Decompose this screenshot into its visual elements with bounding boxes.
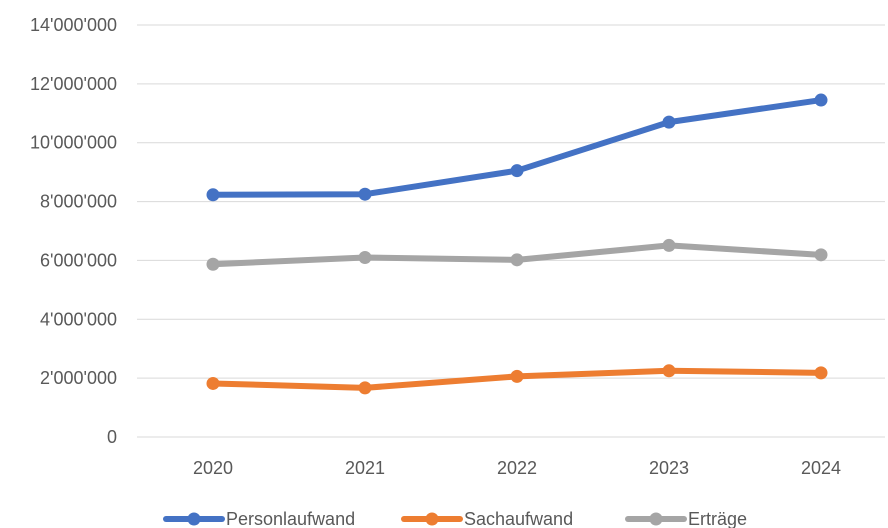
data-point xyxy=(814,93,828,107)
legend-item: Erträge xyxy=(625,509,747,528)
x-tick-label: 2021 xyxy=(345,458,385,478)
legend-swatch-marker xyxy=(187,512,201,526)
y-tick-label: 12'000'000 xyxy=(30,74,117,94)
data-point xyxy=(662,364,676,378)
legend-label: Erträge xyxy=(688,509,747,528)
data-point xyxy=(662,238,676,252)
y-tick-label: 8'000'000 xyxy=(40,192,117,212)
x-tick-label: 2020 xyxy=(193,458,233,478)
legend-swatch-marker xyxy=(425,512,439,526)
y-tick-label: 0 xyxy=(107,427,117,447)
y-axis-tick-labels: 0 2'000'000 4'000'000 6'000'000 8'000'000 10'… xyxy=(30,15,117,447)
x-axis-tick-labels: 2020 2021 2022 2023 2024 xyxy=(193,458,841,478)
data-point xyxy=(510,164,524,178)
data-point xyxy=(510,369,524,383)
data-point xyxy=(814,248,828,262)
legend-label: Sachaufwand xyxy=(464,509,573,528)
y-tick-label: 10'000'000 xyxy=(30,133,117,153)
series-personlaufwand xyxy=(206,93,828,202)
series-sachaufwand xyxy=(206,364,828,395)
series-line xyxy=(210,97,824,198)
x-tick-label: 2022 xyxy=(497,458,537,478)
y-tick-label: 2'000'000 xyxy=(40,368,117,388)
series-erträge xyxy=(206,238,828,271)
legend-item: Personlaufwand xyxy=(163,509,355,528)
legend-swatch-marker xyxy=(649,512,663,526)
y-tick-label: 4'000'000 xyxy=(40,309,117,329)
data-point xyxy=(206,376,220,390)
legend: Personlaufwand Sachaufwand Erträge xyxy=(163,509,747,528)
y-tick-label: 6'000'000 xyxy=(40,250,117,270)
legend-item: Sachaufwand xyxy=(401,509,573,528)
data-point xyxy=(358,187,372,201)
data-point xyxy=(358,250,372,264)
data-point xyxy=(206,257,220,271)
data-point xyxy=(358,381,372,395)
data-point xyxy=(206,188,220,202)
x-tick-label: 2024 xyxy=(801,458,841,478)
data-point xyxy=(510,253,524,267)
legend-label: Personlaufwand xyxy=(226,509,355,528)
data-point xyxy=(662,115,676,129)
data-point xyxy=(814,366,828,380)
series-lines xyxy=(206,93,828,395)
x-tick-label: 2023 xyxy=(649,458,689,478)
y-tick-label: 14'000'000 xyxy=(30,15,117,35)
